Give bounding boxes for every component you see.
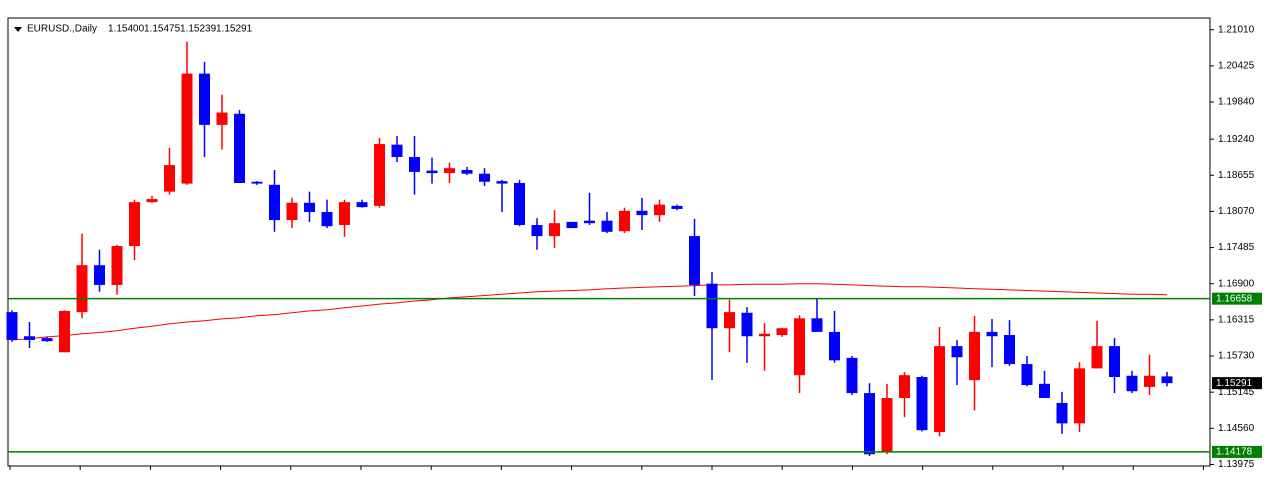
- candle-body: [1039, 383, 1050, 399]
- candle-body: [1126, 375, 1138, 392]
- y-tick-label: 1.15145: [1218, 387, 1255, 398]
- candle-body: [356, 202, 368, 208]
- candle-body: [111, 246, 123, 285]
- candle-body: [706, 283, 718, 329]
- candle-body: [619, 210, 630, 232]
- candle-body: [234, 113, 245, 183]
- candle-body: [76, 265, 88, 313]
- candle-body: [129, 202, 140, 247]
- candle-body: [759, 333, 770, 337]
- plot-frame: [7, 17, 1211, 467]
- candle-body: [479, 173, 490, 182]
- candle-body: [584, 220, 595, 224]
- candle-body: [1161, 376, 1173, 384]
- candle-body: [496, 181, 508, 184]
- candle-body: [94, 265, 105, 285]
- candle-body: [304, 202, 315, 213]
- candle-body: [461, 170, 473, 174]
- y-tick-label: 1.18655: [1218, 170, 1255, 181]
- candle-body: [286, 202, 298, 221]
- level-label-box: [1212, 292, 1262, 305]
- price-label-box: [1212, 377, 1262, 390]
- candle-body: [146, 199, 158, 203]
- candle-body: [514, 182, 525, 226]
- candle-body: [1091, 346, 1103, 369]
- candle-body: [636, 210, 648, 216]
- price-label: 1.15291: [1216, 378, 1253, 389]
- level-label-box: [1212, 445, 1262, 458]
- candle-body: [689, 236, 700, 285]
- candle-body: [339, 202, 350, 226]
- candle-body: [811, 318, 823, 332]
- candle-body: [391, 144, 403, 158]
- candle-body: [864, 393, 875, 455]
- candle-body: [6, 312, 18, 340]
- candle-body: [409, 157, 420, 172]
- candle-body: [181, 73, 193, 184]
- candle-body: [216, 112, 228, 125]
- y-tick-label: 1.14560: [1218, 423, 1255, 434]
- y-tick-label: 1.21010: [1218, 24, 1255, 35]
- moving-average: [11, 283, 1168, 341]
- candle-body: [741, 312, 753, 337]
- candle-body: [1004, 334, 1015, 365]
- candle-body: [1109, 346, 1120, 378]
- candle-body: [269, 184, 280, 221]
- level-label: 1.16658: [1216, 293, 1253, 304]
- candle-body: [986, 331, 998, 337]
- candle-body: [881, 398, 893, 453]
- candle-body: [24, 336, 35, 340]
- y-tick-label: 1.16315: [1218, 314, 1255, 325]
- candle-body: [671, 205, 683, 209]
- candle-body: [1056, 402, 1068, 424]
- candle-body: [846, 357, 858, 394]
- candle-body: [951, 346, 963, 358]
- header-value: 1.15400: [108, 24, 145, 35]
- y-tick-label: 1.15730: [1218, 351, 1255, 362]
- candle-body: [321, 212, 333, 227]
- candle-body: [934, 346, 945, 433]
- y-tick-label: 1.17485: [1218, 242, 1255, 253]
- y-tick-label: 1.19840: [1218, 97, 1255, 108]
- candle-body: [1021, 364, 1033, 386]
- candle-body: [41, 338, 53, 342]
- header-value: 1.15291: [216, 24, 253, 35]
- candle-body: [426, 170, 438, 174]
- y-tick-label: 1.18070: [1218, 206, 1255, 217]
- candle-body: [601, 220, 613, 232]
- candle-body: [794, 318, 805, 376]
- candle-body: [829, 331, 840, 361]
- candle-body: [916, 377, 928, 431]
- candle-body: [374, 144, 385, 206]
- candle-body: [654, 204, 665, 216]
- candle-body: [549, 223, 560, 237]
- y-tick-label: 1.20425: [1218, 61, 1255, 72]
- level-label: 1.14178: [1216, 447, 1253, 458]
- y-tick-label: 1.13975: [1218, 459, 1255, 470]
- header-value: 1.15475: [144, 24, 181, 35]
- header-value: 1.15239: [180, 24, 217, 35]
- candle-body: [969, 331, 980, 381]
- menu-arrow[interactable]: [14, 27, 22, 32]
- candle-body: [251, 181, 263, 184]
- candle-body: [199, 73, 210, 125]
- candle-body: [1074, 368, 1085, 424]
- candle-body: [776, 328, 788, 335]
- candle-body: [59, 310, 70, 353]
- candle-body: [444, 168, 455, 174]
- chart-title: EURUSD.,Daily: [27, 24, 97, 35]
- y-tick-label: 1.16900: [1218, 278, 1255, 289]
- y-tick-label: 1.19240: [1218, 134, 1255, 145]
- candle-body: [531, 225, 543, 237]
- candle-body: [566, 221, 578, 229]
- candle-body: [899, 375, 910, 399]
- candle-body: [164, 165, 175, 192]
- candle-body: [1144, 375, 1155, 387]
- candle-body: [724, 312, 735, 329]
